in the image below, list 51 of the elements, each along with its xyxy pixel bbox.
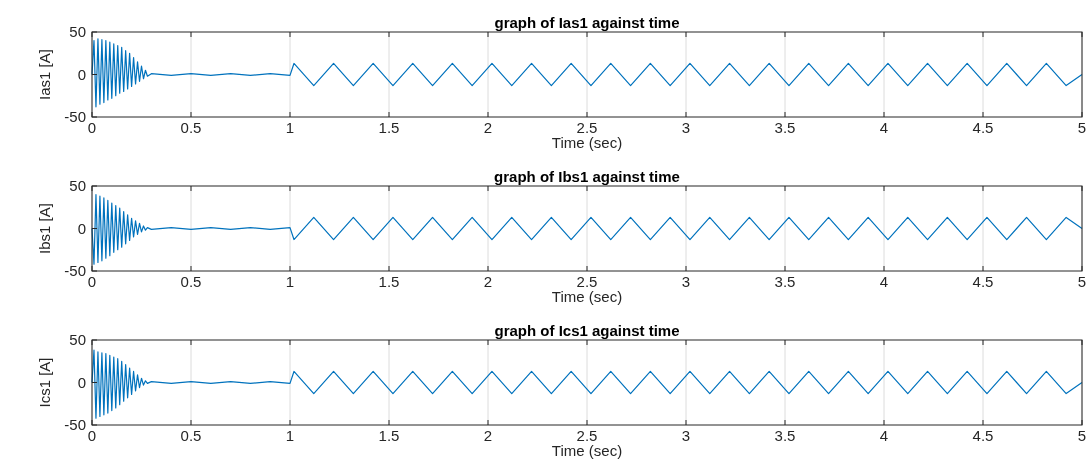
x-tick-label: 3	[681, 119, 691, 136]
chart-title: graph of Ics1 against time	[494, 322, 680, 339]
x-tick-label: 5	[1077, 273, 1087, 290]
y-tick-label: -50	[64, 108, 86, 126]
x-tick-label: 4.5	[972, 427, 994, 444]
x-tick-label: 2.5	[576, 119, 598, 136]
x-tick-label: 5	[1077, 119, 1087, 136]
x-tick-label: 0.5	[180, 427, 202, 444]
x-tick-label: 1.5	[378, 119, 400, 136]
x-tick-label: 1	[285, 273, 295, 290]
x-tick-label: 1.5	[378, 273, 400, 290]
line-series	[91, 193, 1083, 265]
x-tick-label: 4	[879, 273, 889, 290]
y-tick-label: -50	[64, 262, 86, 280]
x-tick-label: 2.5	[576, 427, 598, 444]
chart-title: graph of Ias1 against time	[494, 14, 680, 31]
x-axis-title: Time (sec)	[551, 288, 623, 305]
line-series	[91, 38, 1083, 108]
y-tick-label: 0	[77, 219, 86, 237]
x-tick-label: 2	[483, 427, 493, 444]
y-tick-label: -50	[64, 416, 86, 434]
y-tick-label: 0	[77, 373, 86, 391]
x-tick-label: 2	[483, 119, 493, 136]
x-tick-label: 3	[681, 273, 691, 290]
y-tick-label: 50	[69, 331, 86, 349]
x-tick-label: 1	[285, 427, 295, 444]
x-tick-label: 0.5	[180, 119, 202, 136]
y-axis-title: Ibs1 [A]	[36, 203, 53, 254]
y-tick-label: 50	[69, 177, 86, 195]
x-tick-label: 4	[879, 427, 889, 444]
y-axis-title: Ics1 [A]	[36, 357, 53, 408]
y-axis-title: Ias1 [A]	[36, 49, 53, 100]
x-tick-label: 3	[681, 427, 691, 444]
y-tick-label: 0	[77, 65, 86, 83]
x-tick-label: 1.5	[378, 427, 400, 444]
x-axis-title: Time (sec)	[551, 134, 623, 151]
x-tick-label: 2	[483, 273, 493, 290]
x-tick-label: 0.5	[180, 273, 202, 290]
x-tick-label: 2.5	[576, 273, 598, 290]
x-tick-label: 4.5	[972, 119, 994, 136]
line-series	[91, 349, 1083, 419]
y-tick-label: 50	[69, 23, 86, 41]
x-tick-label: 4.5	[972, 273, 994, 290]
x-axis-title: Time (sec)	[551, 442, 623, 459]
x-tick-label: 1	[285, 119, 295, 136]
chart-title: graph of Ibs1 against time	[494, 168, 680, 185]
x-tick-label: 3.5	[774, 273, 796, 290]
x-tick-label: 3.5	[774, 119, 796, 136]
x-tick-label: 3.5	[774, 427, 796, 444]
x-tick-label: 4	[879, 119, 889, 136]
x-tick-label: 5	[1077, 427, 1087, 444]
